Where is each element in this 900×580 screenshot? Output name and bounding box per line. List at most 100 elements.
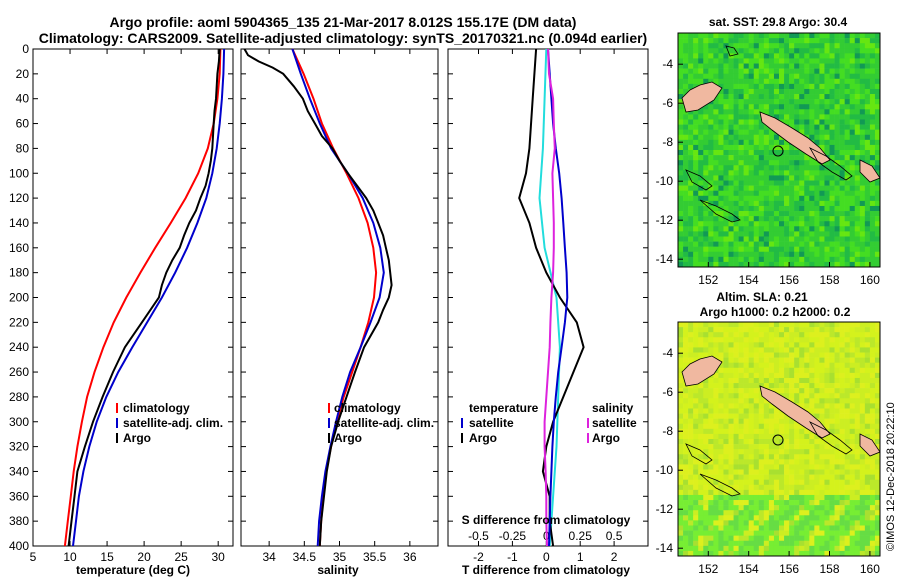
map-cell — [758, 383, 765, 389]
map-cell — [753, 479, 760, 486]
map-cell — [738, 251, 744, 258]
map-cell — [763, 190, 770, 197]
map-cell — [758, 68, 765, 74]
map-cell — [763, 459, 770, 465]
map-cell — [703, 388, 709, 394]
map-cell — [799, 505, 805, 511]
map-cell — [703, 63, 709, 69]
map-cell — [794, 372, 800, 379]
map-cell — [869, 347, 876, 353]
map-y-tick-label: -10 — [656, 174, 674, 188]
map-cell — [874, 134, 881, 141]
map-cell — [834, 352, 840, 358]
map-cell — [814, 33, 820, 39]
map-cell — [683, 170, 689, 176]
map-cell — [799, 530, 805, 536]
map-cell — [688, 53, 694, 59]
map-y-tick-label: -6 — [662, 96, 673, 110]
map-cell — [758, 83, 765, 90]
map-cell — [708, 190, 714, 197]
map-cell — [698, 403, 704, 409]
map-cell — [713, 388, 719, 394]
map-cell — [713, 155, 719, 161]
map-cell — [864, 251, 871, 258]
map-cell — [784, 439, 790, 445]
map-cell — [829, 327, 835, 333]
map-cell — [809, 170, 815, 176]
map-cell — [804, 200, 810, 207]
map-cell — [824, 398, 830, 404]
map-cell — [693, 520, 699, 526]
map-cell — [854, 423, 861, 430]
map-cell — [733, 525, 739, 531]
map-cell — [809, 129, 815, 136]
map-cell — [789, 388, 795, 394]
map-cell — [773, 211, 780, 217]
map-cell — [763, 444, 770, 450]
map-y-tick-label: -6 — [662, 385, 673, 399]
map-cell — [844, 535, 850, 542]
map-cell — [743, 104, 749, 110]
map-cell — [678, 332, 684, 338]
map-cell — [743, 226, 749, 232]
map-cell — [678, 43, 684, 49]
map-cell — [874, 408, 881, 414]
map-cell — [733, 38, 739, 44]
map-cell — [849, 327, 856, 333]
map-cell — [678, 342, 684, 348]
map-cell — [728, 520, 734, 526]
map-cell — [834, 261, 840, 268]
map-cell — [864, 155, 871, 161]
map-cell — [738, 515, 744, 521]
map-cell — [708, 383, 714, 389]
map-cell — [733, 73, 739, 80]
map-cell — [743, 449, 749, 455]
map-cell — [698, 393, 704, 399]
map-cell — [728, 388, 734, 394]
map-cell — [718, 160, 724, 166]
map-cell — [859, 464, 866, 470]
map-cell — [789, 170, 795, 176]
map-cell — [814, 444, 820, 450]
map-cell — [688, 190, 694, 197]
map-cell — [839, 393, 845, 399]
map-cell — [824, 357, 830, 363]
map-cell — [824, 104, 830, 110]
map-cell — [758, 515, 765, 521]
map-cell — [683, 479, 689, 486]
map-cell — [678, 403, 684, 409]
map-cell — [728, 58, 734, 64]
map-cell — [728, 398, 734, 404]
map-cell — [789, 510, 795, 516]
sla-map-panel: Altim. SLA: 0.21 Argo h1000: 0.2 h2000: … — [656, 290, 881, 576]
map-cell — [844, 241, 850, 247]
map-cell — [779, 479, 785, 486]
map-cell — [804, 180, 810, 186]
map-cell — [834, 484, 840, 491]
map-cell — [819, 337, 825, 343]
map-cell — [723, 48, 729, 54]
map-cell — [688, 195, 694, 202]
map-cell — [703, 383, 709, 389]
map-cell — [753, 525, 760, 531]
map-cell — [678, 449, 684, 455]
map-cell — [779, 241, 785, 247]
map-cell — [703, 205, 709, 212]
map-cell — [738, 78, 744, 85]
map-cell — [708, 185, 714, 191]
map-cell — [819, 73, 825, 80]
map-cell — [753, 464, 760, 470]
map-cell — [834, 226, 840, 232]
map-cell — [789, 393, 795, 399]
map-cell — [758, 535, 765, 542]
map-cell — [824, 58, 830, 64]
map-cell — [753, 43, 760, 49]
map-cell — [849, 489, 856, 496]
map-cell — [748, 383, 755, 389]
map-cell — [854, 494, 861, 501]
map-cell — [743, 398, 749, 404]
map-cell — [819, 530, 825, 536]
map-cell — [773, 165, 780, 171]
map-cell — [698, 342, 704, 348]
map-cell — [864, 256, 871, 263]
